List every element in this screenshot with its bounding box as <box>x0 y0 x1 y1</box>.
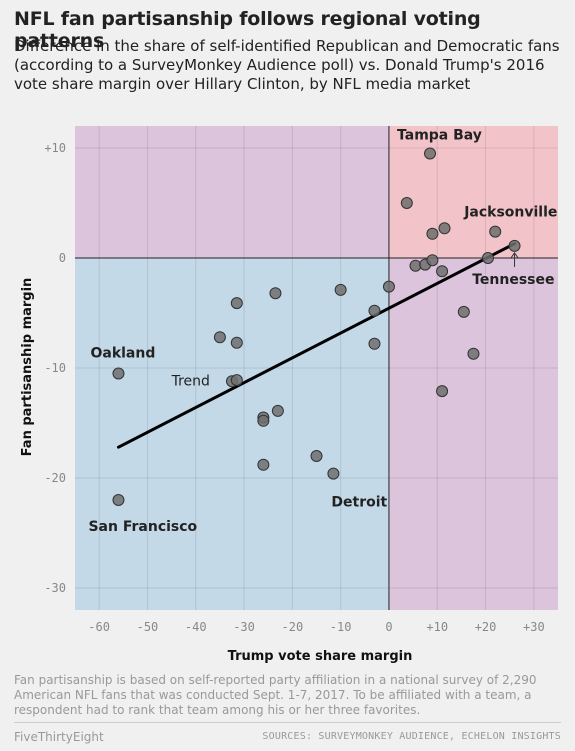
data-point <box>436 385 449 398</box>
label-jacksonville: Jacksonville <box>463 205 557 221</box>
data-point <box>438 222 451 235</box>
x-tick-label: +20 <box>475 620 497 634</box>
data-point <box>327 467 340 480</box>
quadrant-backgrounds <box>75 126 558 610</box>
label-tampa-bay: Tampa Bay <box>397 128 482 144</box>
brand-name: FiveThirtyEight <box>14 730 104 744</box>
x-tick-label: -10 <box>330 620 352 634</box>
label-detroit: Detroit <box>331 495 387 511</box>
data-point <box>334 283 347 296</box>
data-point <box>213 331 226 344</box>
data-point <box>310 450 323 462</box>
data-point <box>481 252 494 264</box>
data-point <box>436 265 449 278</box>
data-point <box>426 254 439 267</box>
y-tick-label: +10 <box>44 141 66 155</box>
data-point <box>508 239 521 252</box>
data-point <box>230 336 243 349</box>
data-point <box>400 197 413 209</box>
quadrant-top-left <box>75 126 389 258</box>
y-tick-label: -30 <box>44 581 66 595</box>
data-point <box>426 227 439 240</box>
x-tick-label: +30 <box>523 620 545 634</box>
data-point <box>424 147 437 160</box>
footer-divider <box>14 722 561 723</box>
quadrant-top-right <box>388 126 558 258</box>
zero-axes <box>75 126 558 610</box>
data-point <box>230 374 243 387</box>
x-tick-label: 0 <box>385 620 392 634</box>
data-point <box>368 304 381 317</box>
data-point <box>271 404 284 417</box>
trend-label: Trend <box>171 374 210 390</box>
data-point <box>257 414 270 427</box>
label-tennessee: Tennessee <box>472 272 554 288</box>
data-point <box>467 347 480 360</box>
x-tick-label: -60 <box>88 620 110 634</box>
label-san-francisco: San Francisco <box>88 519 197 535</box>
y-tick-label: -10 <box>44 361 66 375</box>
chart-title: NFL fan partisanship follows regional vo… <box>14 8 481 52</box>
tennessee-arrow-head <box>510 252 519 259</box>
data-point <box>257 458 270 471</box>
data-point <box>382 280 395 293</box>
data-point <box>230 297 243 310</box>
sources: SOURCES: SURVEYMONKEY AUDIENCE, ECHELON … <box>262 731 561 742</box>
y-axis-title: Fan partisanship margin <box>20 278 35 457</box>
trend-line-group: Trend <box>116 242 517 449</box>
trend-line <box>116 242 517 449</box>
data-point <box>368 337 381 350</box>
footnote: Fan partisanship is based on self-report… <box>14 673 537 717</box>
data-point <box>112 494 125 506</box>
quadrant-bottom-right <box>388 258 558 610</box>
x-tick-label: -30 <box>233 620 255 634</box>
x-tick-label: -50 <box>137 620 159 634</box>
y-tick-label: 0 <box>59 251 66 265</box>
annotations: Oakland San Francisco Detroit Tampa Bay Jack… <box>88 128 557 536</box>
tick-labels: -60 -50 -40 -30 -20 -10 0 +10 +20 +30 +10 0 -10 -20 -3… <box>44 141 544 634</box>
chart-subtitle: Difference in the share of self-identifi… <box>14 37 560 93</box>
data-point <box>489 225 502 238</box>
data-point <box>112 367 125 380</box>
x-axis-title: Trump vote share margin <box>228 649 413 664</box>
data-point <box>269 287 282 300</box>
scatter-chart: Trend -60 -50 -40 -30 -20 -10 0 +10 +20 +30 +10 0 -1… <box>20 126 558 664</box>
x-tick-label: -20 <box>282 620 304 634</box>
data-points <box>112 147 521 506</box>
x-tick-label: +10 <box>426 620 448 634</box>
x-tick-label: -40 <box>185 620 207 634</box>
label-oakland: Oakland <box>90 346 155 362</box>
grid-lines <box>75 126 558 610</box>
data-point <box>457 305 470 318</box>
y-tick-label: -20 <box>44 471 66 485</box>
quadrant-bottom-left <box>75 258 389 610</box>
